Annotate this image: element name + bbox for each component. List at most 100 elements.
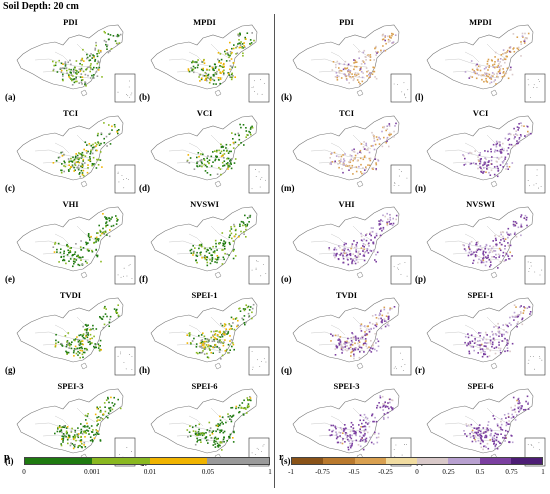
- data-pixel: [476, 67, 479, 69]
- data-pixel: [331, 430, 333, 433]
- data-pixel: [344, 441, 346, 443]
- country-outline: [16, 388, 124, 454]
- data-pixel: [486, 430, 489, 433]
- data-pixel: [214, 239, 217, 242]
- data-pixel: [355, 337, 357, 339]
- data-pixel: [521, 318, 523, 321]
- data-pixel: [105, 225, 107, 228]
- data-pixel: [103, 142, 106, 144]
- data-pixel: [246, 405, 249, 407]
- data-pixel: [217, 77, 220, 79]
- data-pixel: [229, 230, 231, 232]
- data-pixel: [244, 36, 246, 39]
- data-pixel: [205, 439, 208, 442]
- island-outline: [356, 362, 364, 370]
- inset-island: [251, 369, 253, 370]
- data-pixel: [52, 68, 55, 71]
- inset-island: [261, 451, 262, 452]
- data-pixel: [94, 237, 97, 240]
- data-pixel: [335, 434, 338, 436]
- data-pixel: [487, 424, 489, 426]
- data-pixel: [334, 354, 337, 356]
- data-pixel: [76, 73, 78, 75]
- data-pixel: [80, 240, 82, 242]
- data-pixel: [247, 312, 250, 315]
- data-pixel: [55, 61, 57, 64]
- data-pixel: [62, 259, 64, 262]
- data-pixel: [201, 434, 204, 437]
- data-pixel: [215, 346, 217, 348]
- data-pixel: [340, 158, 342, 161]
- data-pixel: [66, 344, 69, 347]
- data-pixel: [209, 78, 211, 80]
- data-pixel: [238, 411, 241, 413]
- data-pixel: [222, 154, 224, 157]
- data-pixel: [483, 163, 486, 166]
- data-pixel: [373, 250, 375, 253]
- data-pixel: [345, 254, 348, 257]
- data-pixel: [487, 447, 490, 450]
- data-pixel: [482, 448, 484, 451]
- data-pixel: [218, 424, 221, 426]
- data-pixel: [363, 413, 366, 416]
- data-pixel: [98, 345, 100, 347]
- data-pixel: [377, 158, 379, 161]
- data-pixel: [332, 424, 334, 427]
- data-pixel: [199, 439, 201, 441]
- data-pixel: [343, 251, 346, 253]
- data-pixel: [233, 425, 235, 428]
- data-pixel: [383, 308, 386, 311]
- data-pixel: [235, 53, 237, 55]
- data-pixel: [74, 169, 76, 171]
- data-pixel: [216, 70, 218, 73]
- data-pixel: [374, 156, 376, 158]
- panel-title: SPEI-1: [467, 290, 494, 300]
- data-pixel: [480, 434, 482, 437]
- data-pixel: [381, 38, 384, 41]
- data-pixel: [95, 239, 97, 242]
- data-pixel: [218, 351, 221, 353]
- data-pixel: [375, 169, 377, 171]
- data-pixel: [495, 160, 498, 163]
- data-pixel: [207, 341, 209, 343]
- data-pixel: [91, 438, 93, 441]
- data-pixel: [111, 408, 114, 411]
- data-pixel: [83, 351, 86, 354]
- data-pixel: [365, 421, 367, 424]
- data-pixel: [105, 222, 107, 224]
- data-pixel: [384, 401, 386, 403]
- data-pixel: [203, 348, 205, 350]
- data-pixel: [526, 134, 529, 136]
- province-boundary: [54, 324, 70, 336]
- data-pixel: [478, 248, 480, 250]
- data-pixel: [480, 437, 482, 439]
- inset-island: [125, 368, 127, 370]
- data-pixel: [97, 141, 99, 143]
- data-pixel: [230, 78, 233, 81]
- data-pixel: [219, 331, 222, 334]
- data-pixel: [511, 342, 514, 345]
- data-pixel: [505, 259, 507, 261]
- data-pixel: [76, 166, 78, 169]
- data-pixel: [472, 432, 475, 435]
- data-pixel: [485, 446, 487, 448]
- data-pixel: [239, 42, 241, 45]
- data-pixel: [381, 320, 383, 322]
- data-pixel: [471, 431, 473, 433]
- data-pixel: [343, 428, 346, 431]
- data-pixel: [225, 421, 227, 424]
- data-pixel: [374, 324, 377, 326]
- data-pixel: [376, 407, 378, 409]
- data-pixel: [59, 430, 61, 433]
- data-pixel: [342, 154, 344, 156]
- data-pixel: [218, 60, 221, 62]
- data-pixel: [336, 60, 339, 63]
- data-pixel: [235, 228, 237, 231]
- data-pixel: [349, 436, 351, 438]
- data-pixel: [71, 254, 74, 257]
- province-boundary: [318, 161, 366, 170]
- data-pixel: [365, 166, 367, 168]
- data-pixel: [486, 168, 488, 170]
- data-pixel: [81, 165, 84, 167]
- data-pixel: [339, 161, 341, 163]
